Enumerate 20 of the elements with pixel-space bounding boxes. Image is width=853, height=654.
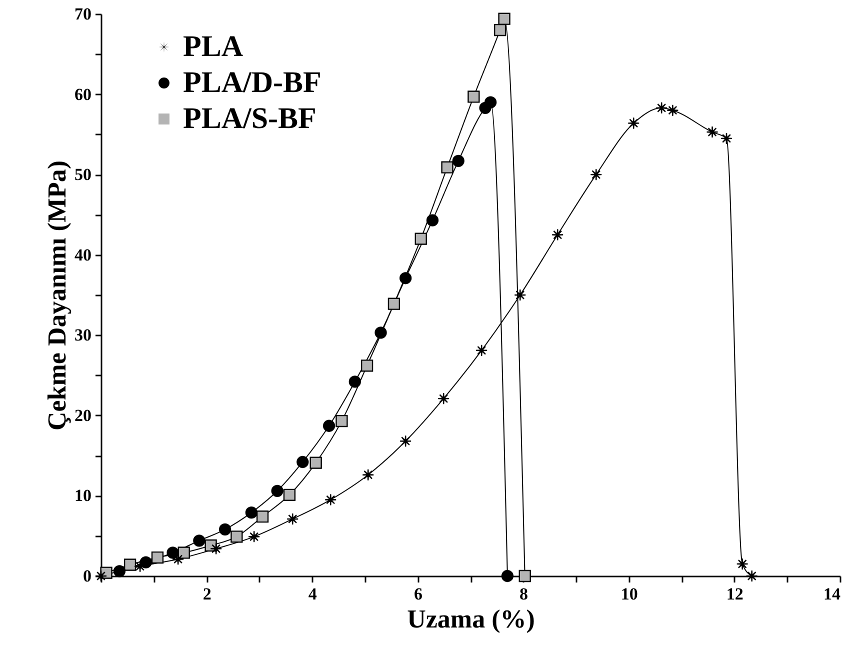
x-tick-label: 14 [824,584,841,604]
legend-label: PLA [183,30,244,63]
x-tick-label: 2 [202,584,212,604]
y-tick-label: 0 [83,566,92,586]
x-tick-label: 12 [726,584,744,604]
x-tick-label: 6 [414,584,422,604]
y-tick-label: 70 [74,4,92,24]
y-tick-label: 60 [74,84,92,104]
x-tick-label: 10 [620,584,638,604]
y-axis-title: Çekme Dayanımı (MPa) [42,160,72,431]
y-tick-label: 40 [74,245,92,264]
y-tick-label: 50 [74,165,92,184]
x-tick-label: 8 [520,584,528,604]
legend-label: PLA/D-BF [183,66,322,99]
y-tick-label: 20 [74,406,92,425]
x-axis-title: Uzama (%) [407,604,535,634]
x-tick-label: 4 [308,584,318,604]
y-tick-label: 30 [74,326,92,345]
y-tick-label: 10 [74,486,92,506]
legend-label: PLA/S-BF [183,102,316,135]
